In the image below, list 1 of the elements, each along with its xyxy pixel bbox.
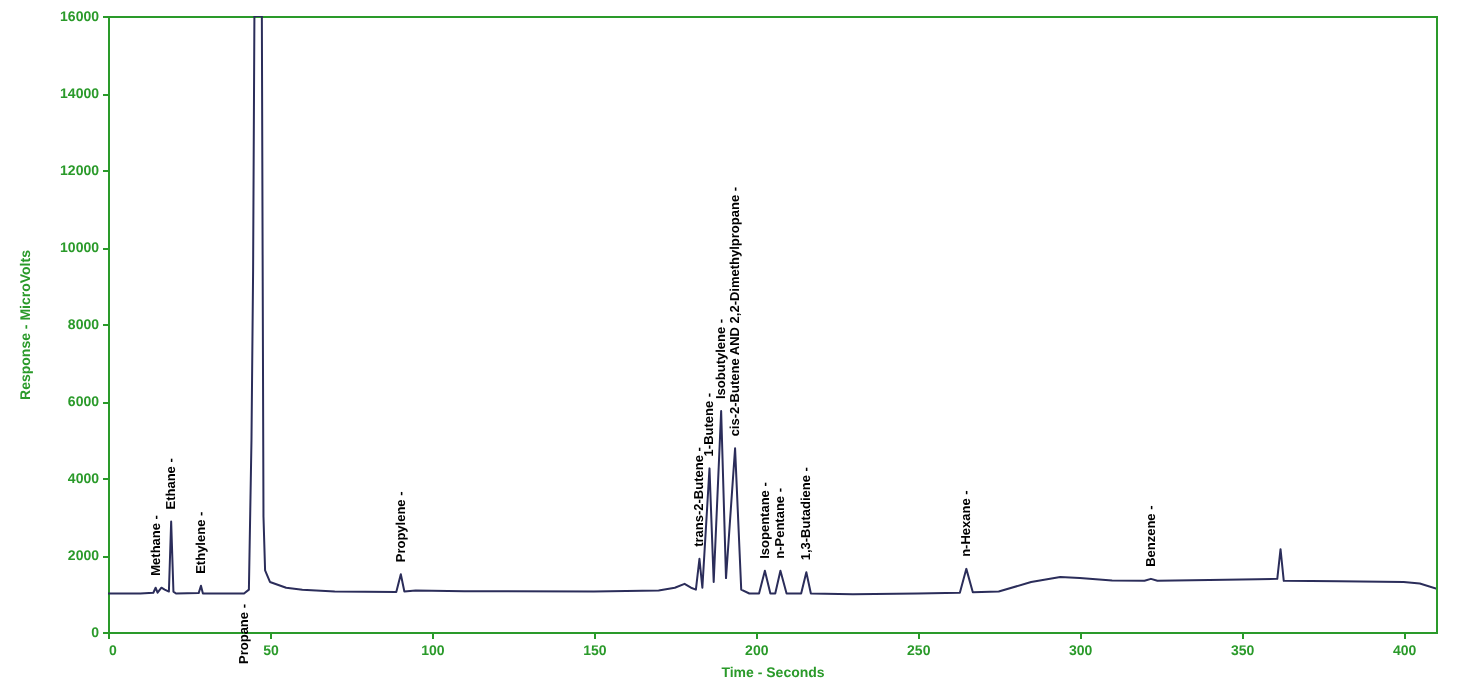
line-series xyxy=(108,16,1436,596)
